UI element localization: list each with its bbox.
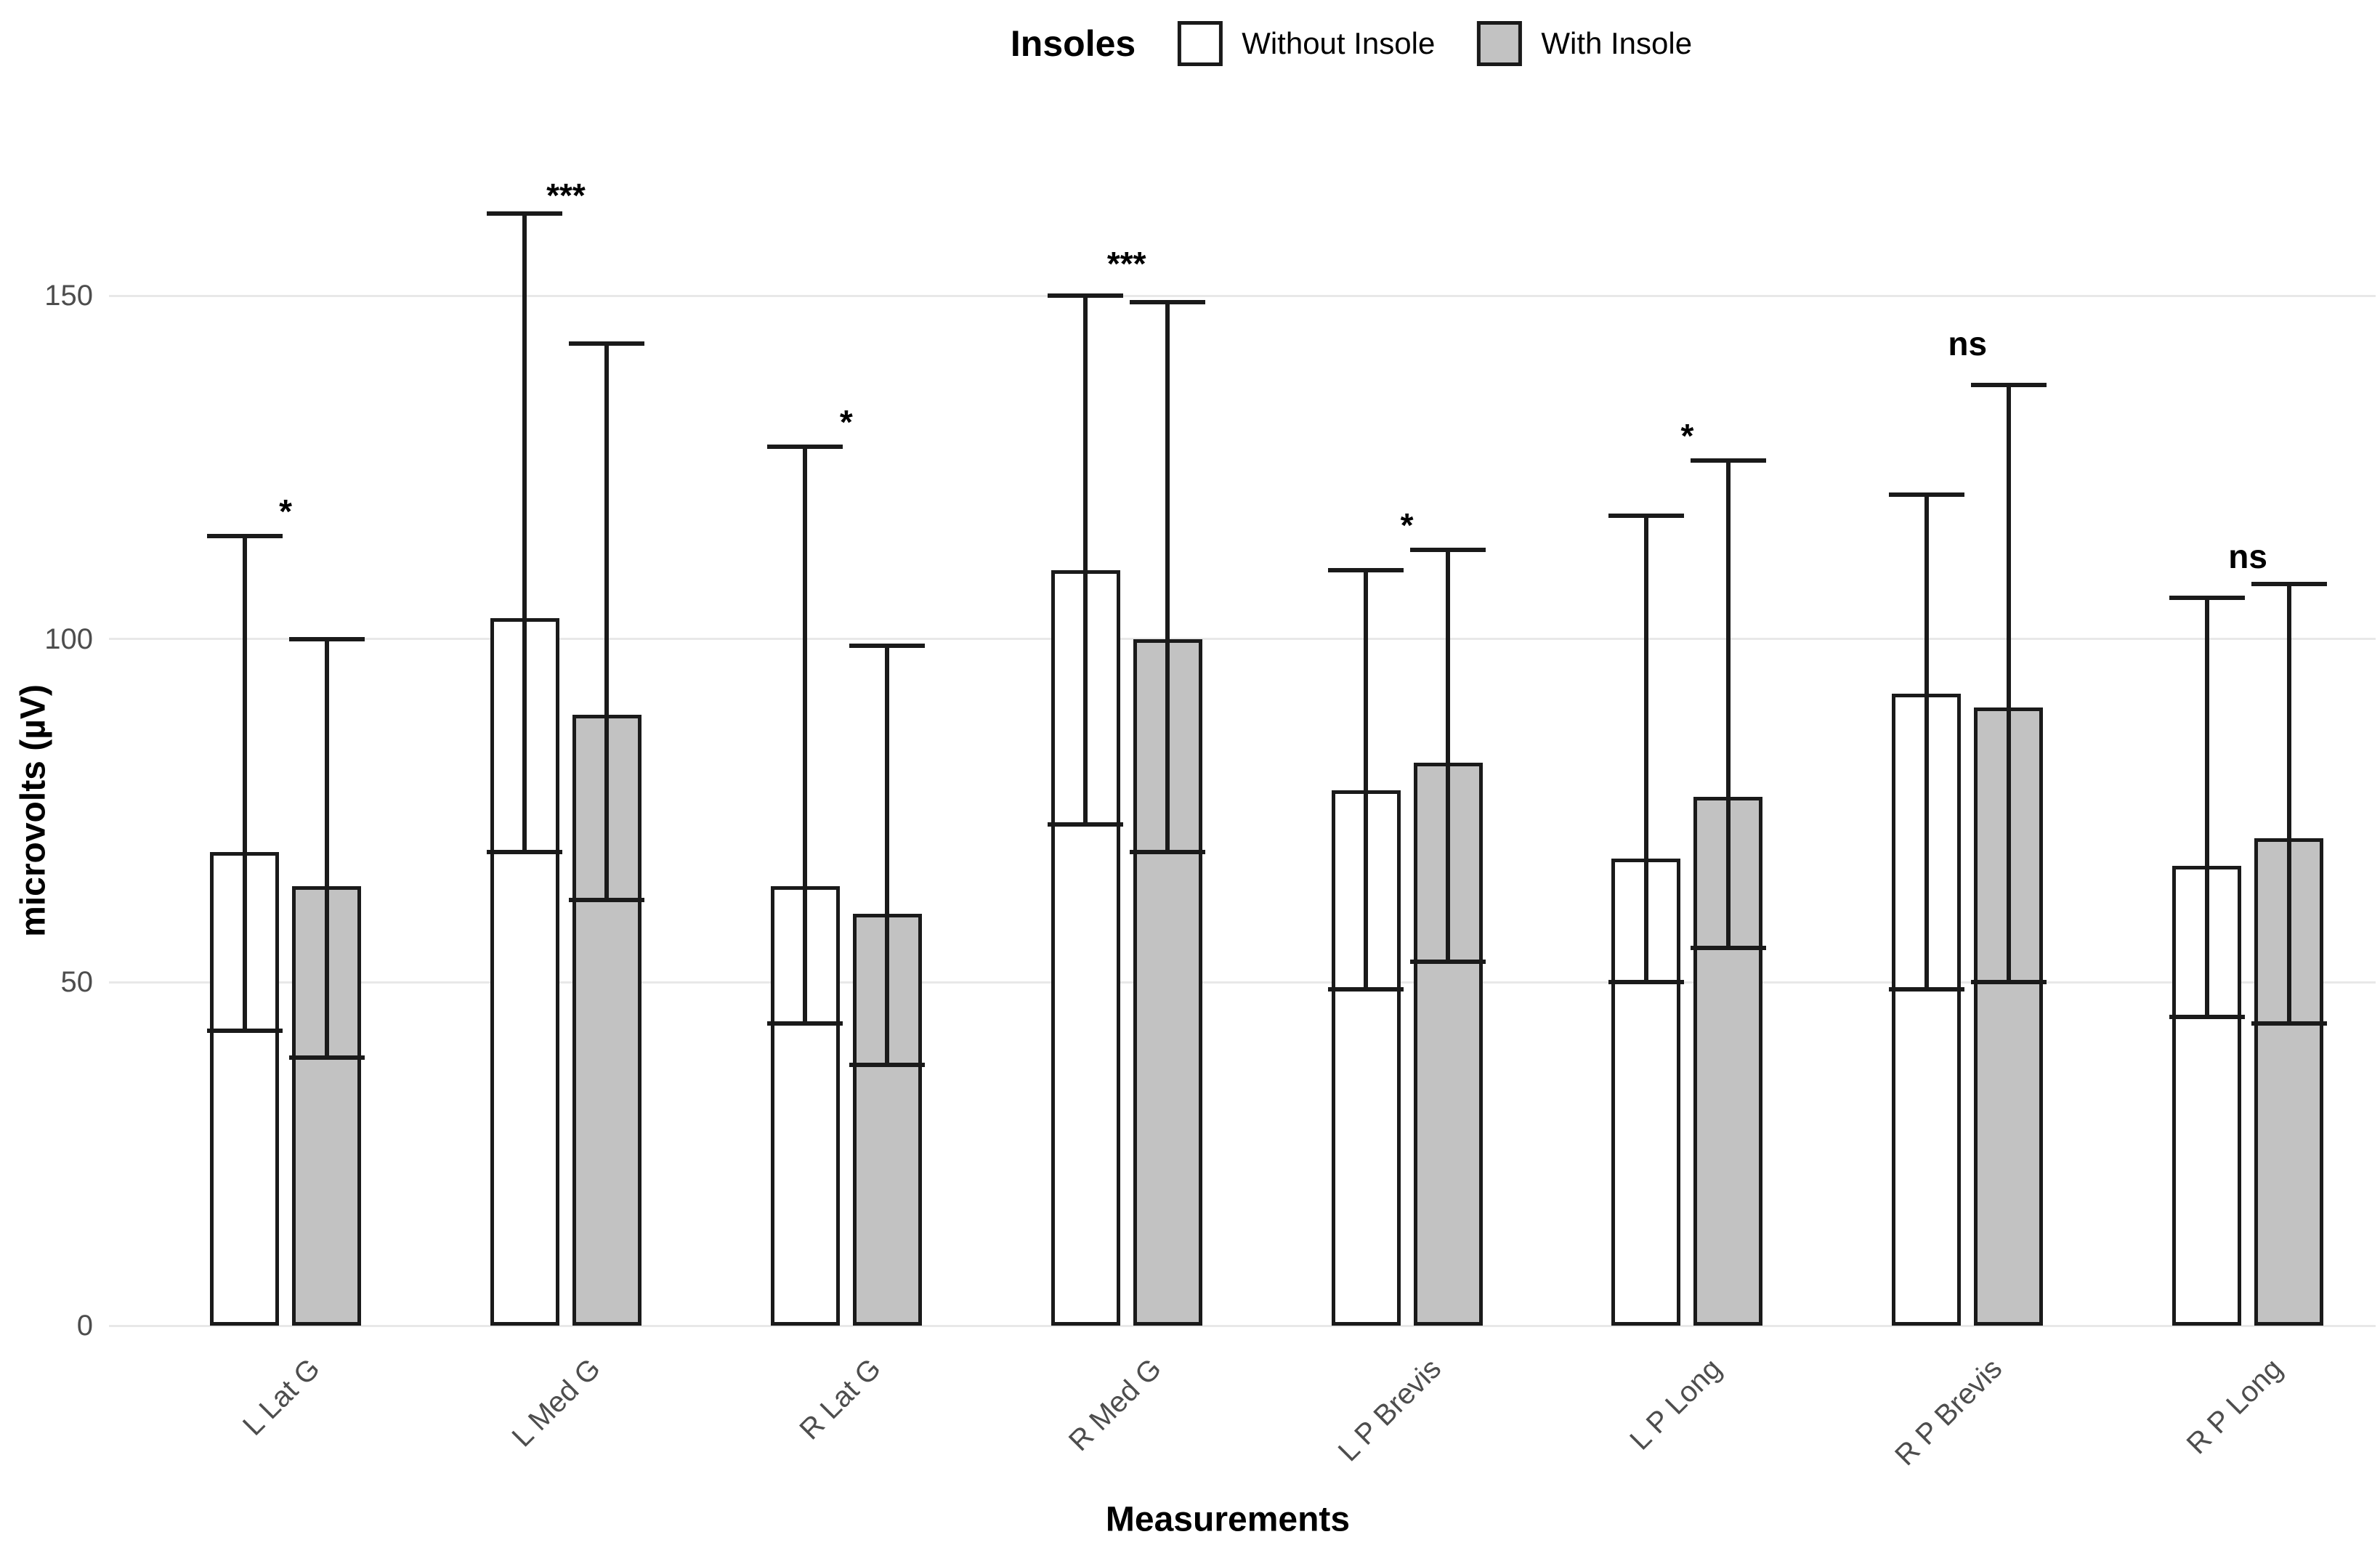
errorbar-with-insole-1-line [604, 344, 610, 900]
errorbar-with-insole-6-line [2006, 384, 2011, 983]
errorbar-without-insole-3-cap-top [1048, 293, 1124, 298]
legend-title: Insoles [1010, 23, 1136, 64]
errorbar-without-insole-6-cap-bottom [1888, 986, 1964, 992]
errorbar-without-insole-1-line [522, 213, 527, 852]
legend-label-without-insole: Without Insole [1242, 26, 1436, 60]
sig-label-1: *** [546, 176, 586, 214]
bar-with-insole-5 [1693, 797, 1763, 1326]
errorbar-with-insole-4-cap-bottom [1410, 959, 1486, 964]
errorbar-with-insole-3-cap-top [1130, 300, 1206, 305]
errorbar-without-insole-2-line [803, 446, 808, 1024]
sig-label-5: * [1680, 416, 1694, 455]
errorbar-without-insole-4-cap-bottom [1328, 986, 1404, 992]
legend: Insoles Without Insole With Insole [1011, 21, 1692, 66]
sig-label-3: *** [1106, 245, 1146, 283]
errorbar-without-insole-7-line [2204, 597, 2209, 1017]
errorbar-without-insole-1-cap-bottom [487, 849, 563, 854]
x-tick-label-1: L Med G [506, 1353, 607, 1453]
errorbar-with-insole-5-cap-bottom [1690, 946, 1766, 951]
errorbar-without-insole-3-cap-bottom [1048, 822, 1124, 827]
gridline-50 [109, 981, 2376, 984]
errorbar-without-insole-4-line [1364, 570, 1369, 989]
errorbar-with-insole-5-line [1725, 460, 1731, 949]
x-tick-label-2: R Lat G [793, 1353, 887, 1446]
errorbar-without-insole-2-cap-bottom [767, 1021, 843, 1026]
errorbar-with-insole-1-cap-top [569, 341, 645, 346]
errorbar-with-insole-2-line [885, 646, 890, 1065]
errorbar-without-insole-6-cap-top [1888, 492, 1964, 498]
errorbar-without-insole-0-line [242, 535, 247, 1031]
sig-label-4: * [1400, 506, 1414, 544]
y-tick-label-150: 150 [44, 280, 93, 312]
errorbar-without-insole-7-cap-top [2169, 595, 2245, 600]
errorbar-with-insole-4-cap-top [1410, 547, 1486, 552]
errorbar-with-insole-3-line [1165, 302, 1170, 852]
errorbar-with-insole-0-cap-top [288, 636, 365, 641]
errorbar-without-insole-3-line [1083, 296, 1088, 824]
errorbar-without-insole-5-cap-top [1608, 513, 1684, 518]
errorbar-without-insole-1-cap-top [487, 211, 563, 216]
bar-without-insole-5 [1611, 859, 1681, 1326]
errorbar-without-insole-0-cap-top [206, 533, 283, 538]
x-axis-title: Measurements [1105, 1500, 1351, 1539]
errorbar-with-insole-0-cap-bottom [288, 1055, 365, 1061]
errorbar-with-insole-4-line [1446, 549, 1451, 962]
errorbar-with-insole-1-cap-bottom [569, 897, 645, 902]
x-tick-label-4: L P Brevis [1332, 1353, 1448, 1468]
legend-swatch-with-insole [1477, 21, 1523, 66]
y-tick-label-0: 0 [76, 1310, 93, 1342]
errorbar-with-insole-3-cap-bottom [1130, 849, 1206, 854]
errorbar-with-insole-0-line [324, 638, 329, 1058]
errorbar-with-insole-2-cap-top [849, 644, 926, 649]
errorbar-with-insole-5-cap-top [1690, 458, 1766, 463]
y-tick-label-50: 50 [60, 966, 94, 999]
errorbar-without-insole-4-cap-top [1328, 568, 1404, 573]
gridline-150 [109, 294, 2376, 297]
errorbar-with-insole-7-cap-top [2251, 582, 2327, 587]
errorbar-without-insole-0-cap-bottom [206, 1028, 283, 1033]
errorbar-without-insole-2-cap-top [767, 444, 843, 449]
errorbar-with-insole-7-cap-bottom [2251, 1021, 2327, 1026]
errorbar-without-insole-5-cap-bottom [1608, 980, 1684, 985]
bar-with-insole-2 [852, 913, 922, 1326]
x-tick-label-6: R P Brevis [1889, 1353, 2009, 1472]
sig-label-6: ns [1948, 325, 1988, 363]
gridline-0 [109, 1324, 2376, 1327]
errorbar-without-insole-7-cap-bottom [2169, 1014, 2245, 1019]
x-tick-label-3: R Med G [1062, 1353, 1167, 1458]
legend-label-with-insole: With Insole [1541, 26, 1693, 60]
sig-label-7: ns [2228, 538, 2267, 576]
errorbar-with-insole-6-cap-top [1970, 382, 2047, 387]
y-tick-label-100: 100 [44, 623, 93, 655]
x-tick-label-5: L P Long [1624, 1353, 1728, 1456]
legend-swatch-without-insole [1178, 21, 1223, 66]
errorbar-without-insole-6-line [1924, 495, 1929, 989]
errorbar-without-insole-5-line [1643, 515, 1648, 983]
errorbar-with-insole-2-cap-bottom [849, 1062, 926, 1067]
x-tick-label-7: R P Long [2180, 1353, 2289, 1461]
errorbar-with-insole-7-line [2286, 584, 2291, 1024]
sig-label-0: * [279, 492, 293, 530]
gridline-100 [109, 638, 2376, 641]
sig-label-2: * [839, 402, 853, 441]
errorbar-with-insole-6-cap-bottom [1970, 980, 2047, 985]
x-tick-label-0: L Lat G [237, 1353, 327, 1442]
